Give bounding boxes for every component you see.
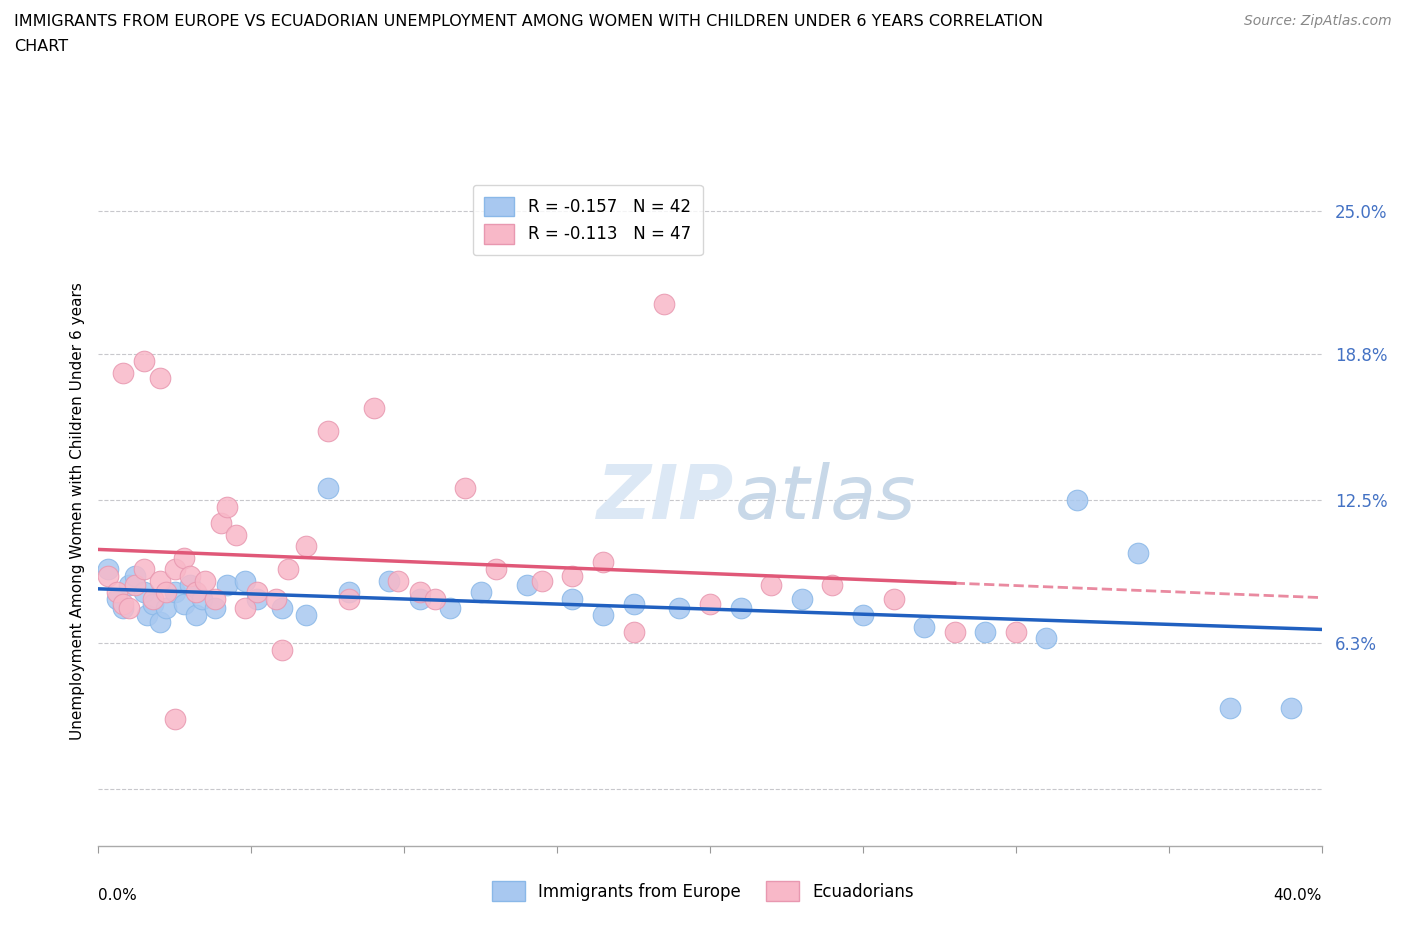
Legend: Immigrants from Europe, Ecuadorians: Immigrants from Europe, Ecuadorians [479,870,927,912]
Text: CHART: CHART [14,39,67,54]
Point [1128,546,1150,561]
Point [163,562,186,577]
Point [316,481,339,496]
Point [225,527,247,542]
Point [730,601,752,616]
Point [1279,700,1302,715]
Point [105,591,128,606]
Point [134,562,156,577]
Text: ZIP: ZIP [598,461,734,535]
Point [592,608,614,623]
Point [852,608,875,623]
Point [1066,493,1088,508]
Point [105,585,128,600]
Point [179,578,201,592]
Point [790,591,813,606]
Point [387,573,409,588]
Point [186,608,208,623]
Point [1035,631,1057,646]
Point [943,624,966,639]
Point [97,569,120,584]
Y-axis label: Unemployment Among Women with Children Under 6 years: Unemployment Among Women with Children U… [69,283,84,740]
Point [149,573,172,588]
Point [470,585,492,600]
Point [134,354,156,369]
Point [149,615,172,630]
Point [277,562,299,577]
Point [668,601,690,616]
Point [1219,700,1241,715]
Point [408,591,430,606]
Point [378,573,401,588]
Point [215,578,238,592]
Point [246,585,269,600]
Point [118,601,141,616]
Point [155,585,177,600]
Point [179,569,201,584]
Point [363,400,385,415]
Point [561,569,583,584]
Point [652,297,675,312]
Point [191,591,214,606]
Point [974,624,997,639]
Point [592,555,614,570]
Point [759,578,782,592]
Point [163,585,186,600]
Point [111,601,134,616]
Point [124,578,146,592]
Point [295,538,318,553]
Point [186,585,208,600]
Point [209,515,232,530]
Point [454,481,477,496]
Point [516,578,538,592]
Point [561,591,583,606]
Point [246,591,269,606]
Point [204,601,226,616]
Point [912,619,935,634]
Point [194,573,217,588]
Point [233,573,256,588]
Point [485,562,508,577]
Text: Source: ZipAtlas.com: Source: ZipAtlas.com [1244,14,1392,28]
Point [173,551,195,565]
Text: 0.0%: 0.0% [98,888,138,903]
Point [134,585,156,600]
Point [316,423,339,438]
Point [337,591,360,606]
Point [821,578,844,592]
Point [124,569,146,584]
Point [423,591,446,606]
Point [883,591,905,606]
Point [270,643,292,658]
Point [264,591,287,606]
Point [142,596,165,611]
Point [623,624,645,639]
Point [149,370,172,385]
Point [155,601,177,616]
Point [623,596,645,611]
Point [408,585,430,600]
Point [270,601,292,616]
Point [163,711,186,726]
Point [111,365,134,380]
Legend: R = -0.157   N = 42, R = -0.113   N = 47: R = -0.157 N = 42, R = -0.113 N = 47 [472,185,703,255]
Point [233,601,256,616]
Point [1004,624,1026,639]
Point [118,578,141,592]
Point [204,591,226,606]
Point [173,596,195,611]
Text: atlas: atlas [734,462,915,534]
Text: IMMIGRANTS FROM EUROPE VS ECUADORIAN UNEMPLOYMENT AMONG WOMEN WITH CHILDREN UNDE: IMMIGRANTS FROM EUROPE VS ECUADORIAN UNE… [14,14,1043,29]
Point [111,596,134,611]
Point [97,562,120,577]
Text: 40.0%: 40.0% [1274,888,1322,903]
Point [337,585,360,600]
Point [142,591,165,606]
Point [530,573,553,588]
Point [215,499,238,514]
Point [295,608,318,623]
Point [439,601,461,616]
Point [699,596,721,611]
Point [136,608,159,623]
